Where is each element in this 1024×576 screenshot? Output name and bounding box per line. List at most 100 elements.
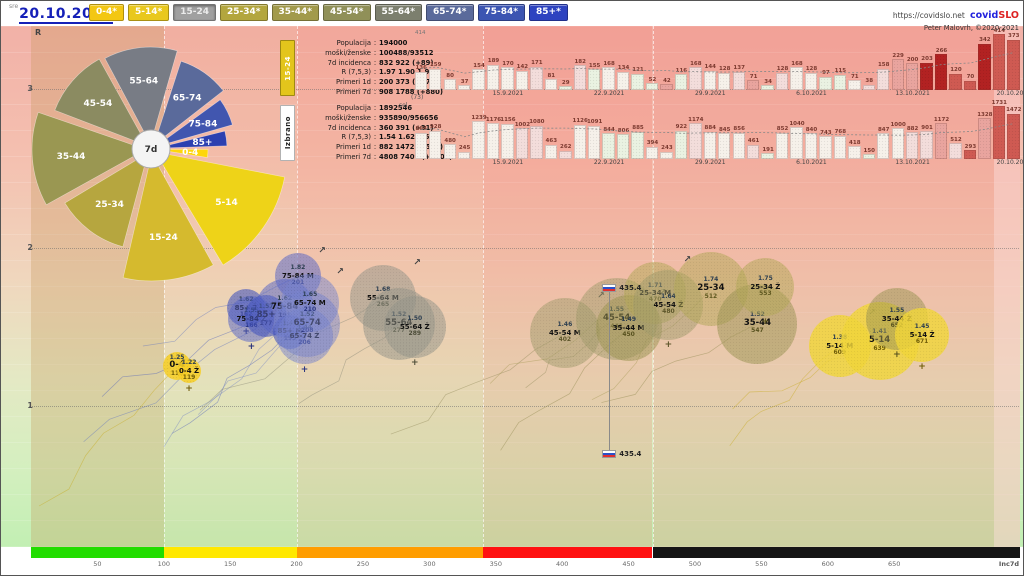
bar-value: 203 bbox=[921, 56, 933, 63]
bar-value: 115 bbox=[834, 68, 847, 74]
bar-40 bbox=[992, 106, 1006, 159]
rose-wedge-25-34[interactable] bbox=[64, 152, 149, 248]
x-tick-300: 300 bbox=[423, 560, 436, 568]
bubble-25-34-Ž[interactable]: 1.75 25-34 Ž 553 + bbox=[736, 258, 795, 327]
bar-value: 461 bbox=[747, 138, 760, 145]
site-url-link[interactable]: https://covidslo.net bbox=[892, 11, 965, 20]
bar-33 bbox=[891, 59, 904, 90]
bar-value: 414 bbox=[993, 27, 1006, 34]
bubble-0-4-Ž[interactable]: 1.22 0-4 Ž 119 + bbox=[177, 359, 202, 394]
axis-color-segment bbox=[31, 547, 164, 558]
rose-center[interactable] bbox=[131, 129, 171, 169]
chartA-max-label: 414 bbox=[415, 30, 426, 36]
rose-wedge-45-54[interactable] bbox=[54, 58, 148, 147]
x-tick-600: 600 bbox=[821, 560, 835, 568]
bubble-inc-value: 210 bbox=[303, 305, 317, 313]
rose-wedge-label: 45-54 bbox=[84, 99, 113, 109]
bar-34 bbox=[905, 132, 919, 159]
panel-tab-15-24[interactable]: 15-24 bbox=[280, 40, 295, 96]
bar-3 bbox=[457, 151, 471, 159]
bar-value: 29 bbox=[561, 79, 570, 86]
bar-value: 1472 bbox=[1006, 107, 1022, 114]
bubble-55-64-Ž[interactable]: 1.50 55-64 Ž 289 + bbox=[383, 295, 446, 368]
rose-wedge-65-74[interactable] bbox=[153, 60, 224, 146]
bar-0 bbox=[414, 71, 427, 90]
header-bar: sre20.10.2021 0-4* 5-14* 15-24 25-34* 35-44*… bbox=[1, 1, 1023, 32]
age-button-15-24[interactable]: 15-24 bbox=[173, 4, 216, 21]
bar-2 bbox=[443, 144, 456, 159]
age-button-55-64[interactable]: 55-64* bbox=[374, 4, 422, 21]
age-button-45-54[interactable]: 45-54* bbox=[323, 4, 371, 21]
panel-value: 882 1472 (+590) bbox=[379, 143, 443, 152]
bar-2 bbox=[443, 79, 456, 90]
bar-value: 1172 bbox=[933, 116, 950, 123]
date-picker[interactable]: sre20.10.2021 bbox=[9, 3, 113, 24]
rose-wedge-75-84[interactable] bbox=[155, 99, 233, 148]
bubble-r-value: 1.74 bbox=[703, 275, 719, 283]
bubble-5-14-Ž[interactable]: 1.45 5-14 Ž 671 + bbox=[895, 307, 950, 372]
age-button-65-74[interactable]: 65-74* bbox=[426, 4, 474, 21]
bar-16 bbox=[645, 146, 659, 159]
slovenia-flag-icon bbox=[602, 284, 617, 292]
bar-value: 168 bbox=[603, 60, 615, 67]
rose-wedge-5-14[interactable] bbox=[154, 151, 286, 266]
bar-value: 852 bbox=[776, 126, 789, 133]
bar-value: 845 bbox=[718, 126, 731, 133]
age-button-35-44[interactable]: 35-44* bbox=[271, 4, 319, 21]
age-button-85[interactable]: 85+* bbox=[529, 4, 568, 21]
panel-key: moški/ženske bbox=[325, 48, 371, 57]
rose-wedge-55-64[interactable] bbox=[104, 46, 178, 145]
bar-36 bbox=[934, 54, 948, 90]
mars-symbol-icon: ↗ bbox=[336, 266, 344, 277]
bar-value: 80 bbox=[446, 72, 454, 79]
bubble-group-label: 25-34 bbox=[697, 282, 725, 293]
x-tick-500: 500 bbox=[688, 560, 702, 568]
rose-wedge-label: 55-64 bbox=[129, 76, 158, 86]
bubble-inc-value: 119 bbox=[182, 374, 196, 382]
brand-slo: SLO bbox=[998, 10, 1019, 21]
bar-35 bbox=[920, 131, 933, 159]
rose-wedge-35-44[interactable] bbox=[31, 111, 147, 206]
gridline-R-1 bbox=[29, 406, 1019, 407]
bar-26 bbox=[790, 127, 803, 159]
x-tick-200: 200 bbox=[290, 560, 303, 568]
panel-row: 7d incidenca:360 391 (+31) bbox=[297, 124, 452, 134]
panel-row: Populacija:1892546 bbox=[297, 104, 452, 114]
bar-value: 743 bbox=[820, 129, 832, 136]
bar-value: 137 bbox=[733, 65, 745, 72]
rose-wedge-label: 75-84 bbox=[189, 120, 218, 130]
bar-38 bbox=[963, 80, 977, 90]
gridline-R-2 bbox=[29, 247, 1019, 249]
bar-37 bbox=[949, 143, 962, 159]
panel-key: Populacija bbox=[336, 39, 371, 47]
bar-value: 37 bbox=[460, 78, 469, 85]
x-tick-550: 550 bbox=[755, 560, 768, 568]
bar-24 bbox=[761, 85, 774, 90]
rose-wedge-85+[interactable] bbox=[155, 130, 228, 149]
bar-value: 480 bbox=[444, 137, 456, 144]
bar-value: 885 bbox=[632, 125, 644, 132]
bar-35 bbox=[920, 62, 933, 90]
age-button-75-84[interactable]: 75-84* bbox=[477, 4, 525, 21]
bar-value: 856 bbox=[733, 126, 745, 133]
venus-symbol-icon: + bbox=[761, 316, 770, 327]
bar-7 bbox=[515, 70, 529, 90]
bar-value: 1040 bbox=[789, 120, 805, 127]
bar-value: 34 bbox=[764, 78, 772, 85]
venus-symbol-icon: + bbox=[247, 342, 256, 353]
bar-value: 463 bbox=[545, 138, 558, 145]
current-date[interactable]: 20.10.2021 bbox=[19, 6, 113, 24]
bar-33 bbox=[891, 128, 904, 159]
bar-value: 840 bbox=[805, 126, 818, 133]
age-button-5-14[interactable]: 5-14* bbox=[127, 4, 170, 21]
bubble-r-value: 1.49 bbox=[621, 316, 636, 324]
bar-value: 128 bbox=[718, 66, 731, 73]
age-button-0-4[interactable]: 0-4* bbox=[89, 4, 124, 21]
age-button-25-34[interactable]: 25-34* bbox=[220, 4, 268, 21]
bar-10 bbox=[559, 150, 572, 159]
panel-key: 7d incidenca bbox=[327, 58, 371, 67]
date-tick: 6.10.2021 bbox=[796, 90, 827, 97]
panel-colon: : bbox=[373, 58, 377, 67]
panel-tab-izbrano[interactable]: Izbrano bbox=[280, 105, 295, 161]
